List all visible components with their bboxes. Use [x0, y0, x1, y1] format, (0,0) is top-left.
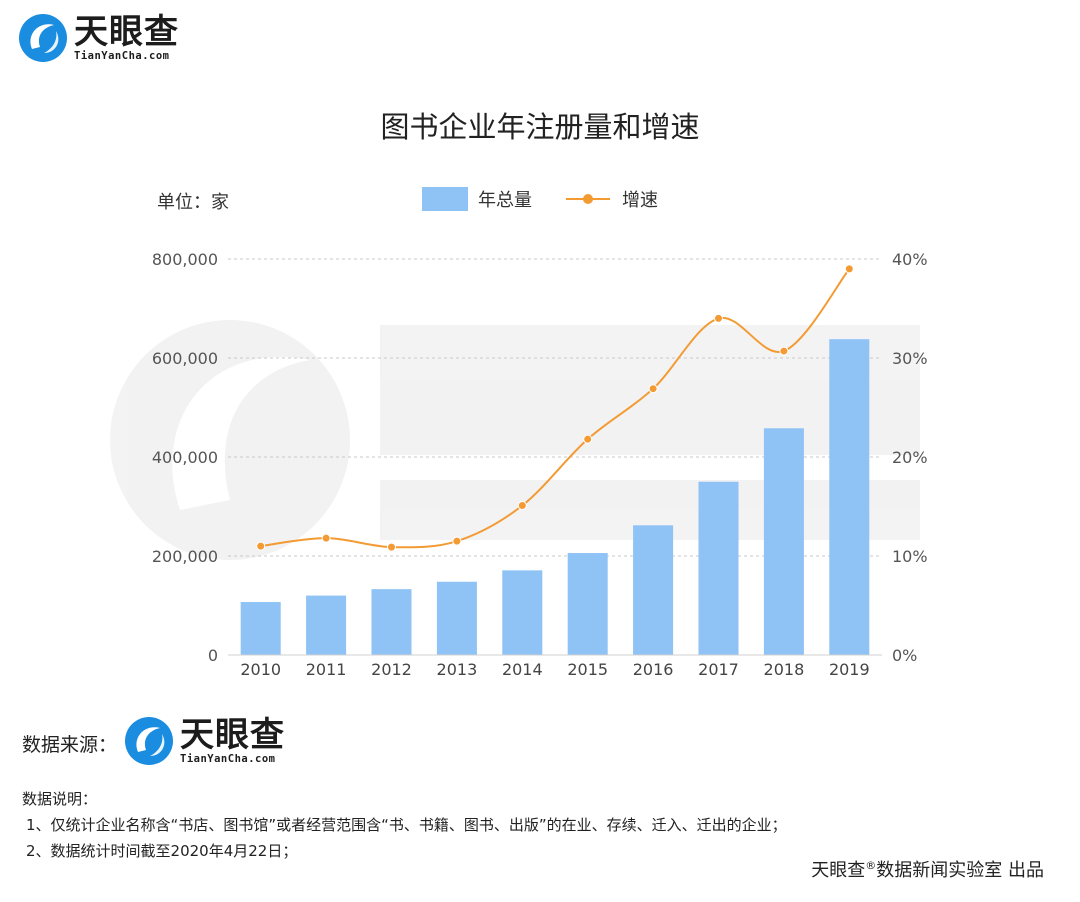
- bar: [698, 481, 739, 655]
- notes: 数据说明： 1、仅统计企业名称含“书店、图书馆”或者经营范围含“书、书籍、图书、…: [22, 786, 787, 864]
- x-tick-label: 2018: [764, 660, 805, 679]
- growth-point: [452, 536, 462, 546]
- x-tick-label: 2013: [437, 660, 478, 679]
- growth-point: [321, 533, 331, 543]
- source-logo: 天眼查 TianYanCha.com: [124, 716, 285, 766]
- x-tick-label: 2010: [240, 660, 281, 679]
- growth-point: [779, 346, 789, 356]
- source-logo-name: 天眼查: [180, 715, 285, 755]
- y-left-tick-label: 600,000: [152, 349, 218, 368]
- registered-mark: ®: [865, 859, 877, 872]
- footer-credit: 天眼查®数据新闻实验室 出品: [811, 856, 1044, 882]
- y-right-tick-label: 0%: [892, 646, 917, 665]
- bar: [633, 525, 674, 655]
- x-tick-label: 2011: [306, 660, 347, 679]
- bar: [763, 428, 804, 655]
- x-tick-label: 2015: [567, 660, 608, 679]
- source-logo-domain: TianYanCha.com: [180, 753, 276, 765]
- tianyancha-logo-icon: [19, 14, 67, 62]
- legend: 年总量 增速: [422, 186, 658, 212]
- y-right-tick-label: 20%: [892, 448, 928, 467]
- source-label: 数据来源：: [22, 734, 118, 756]
- notes-line-2: 2、数据统计时间截至2020年4月22日；: [26, 842, 298, 860]
- growth-point: [583, 434, 593, 444]
- bars-layer: [240, 339, 870, 655]
- axes-layer: 0 200,000 400,000 600,000 800,000 0% 10% 20% 30%…: [152, 250, 928, 679]
- x-tick-label: 2017: [698, 660, 739, 679]
- header-logo: 天眼查 TianYanCha.com: [18, 13, 179, 63]
- y-right-tick-label: 30%: [892, 349, 928, 368]
- y-right-tick-label: 10%: [892, 547, 928, 566]
- y-left-tick-label: 800,000: [152, 250, 218, 269]
- bar: [240, 602, 281, 655]
- grid-lines: [228, 258, 882, 557]
- growth-point: [844, 264, 854, 274]
- legend-line-label: 增速: [622, 190, 658, 211]
- x-tick-label: 2016: [633, 660, 674, 679]
- bar: [829, 339, 870, 655]
- legend-bar-label: 年总量: [478, 190, 532, 211]
- notes-title: 数据说明：: [22, 790, 98, 808]
- bar: [502, 570, 543, 655]
- chart-plot: 0 200,000 400,000 600,000 800,000 0% 10% 20% 30%…: [110, 250, 928, 679]
- growth-point: [256, 541, 266, 551]
- unit-label: 单位：家: [157, 192, 229, 213]
- y-left-tick-label: 400,000: [152, 448, 218, 467]
- bar: [436, 581, 477, 655]
- y-left-tick-label: 200,000: [152, 547, 218, 566]
- logo-domain: TianYanCha.com: [74, 50, 170, 62]
- growth-point: [648, 384, 658, 394]
- growth-line: [260, 268, 851, 549]
- y-left-tick-label: 0: [208, 646, 218, 665]
- chart-title: 图书企业年注册量和增速: [380, 110, 700, 144]
- bar: [567, 553, 608, 655]
- growth-point: [517, 501, 527, 511]
- logo-name: 天眼查: [74, 12, 179, 52]
- notes-line-1: 1、仅统计企业名称含“书店、图书馆”或者经营范围含“书、书籍、图书、出版”的在业…: [26, 816, 787, 834]
- tianyancha-logo-icon: [125, 717, 173, 765]
- bar: [371, 589, 412, 655]
- x-tick-label: 2012: [371, 660, 412, 679]
- bar: [306, 595, 347, 655]
- x-tick-label: 2019: [829, 660, 870, 679]
- legend-bar-swatch: [422, 187, 468, 211]
- line-layer: [256, 264, 854, 552]
- x-tick-label: 2014: [502, 660, 543, 679]
- footer-suffix: 数据新闻实验室 出品: [876, 860, 1044, 881]
- growth-point: [714, 313, 723, 323]
- footer-prefix: 天眼查: [811, 860, 866, 881]
- legend-line-swatch: [566, 187, 610, 211]
- growth-point: [387, 542, 396, 552]
- y-right-tick-label: 40%: [892, 250, 928, 269]
